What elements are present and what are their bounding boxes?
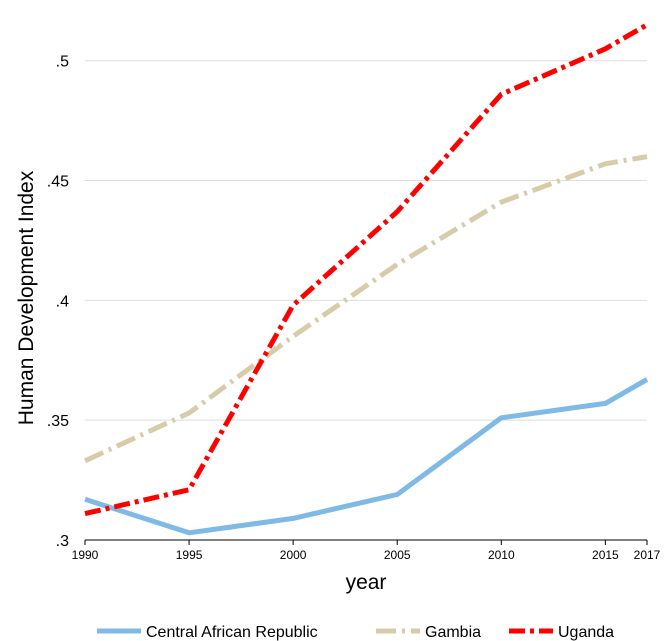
legend-label: Uganda: [558, 624, 614, 641]
legend: Central African Republic Gambia Uganda: [97, 624, 614, 641]
y-tick-label: .5: [56, 54, 69, 71]
x-tick-label: 2017: [634, 548, 661, 562]
x-tick-label: 1990: [72, 548, 99, 562]
x-tick-labels: 1990 1995 2000 2005 2010 2015 2017: [72, 540, 661, 562]
series-lines: [83, 22, 649, 536]
y-tick-label: .3: [56, 533, 69, 550]
x-tick-label: 2010: [488, 548, 515, 562]
y-tick-label: .4: [56, 293, 69, 310]
x-axis-title: year: [346, 571, 387, 594]
y-tick-label: .45: [47, 174, 69, 191]
x-tick-label: 2015: [592, 548, 619, 562]
gridlines: [85, 60, 647, 421]
legend-label: Gambia: [425, 624, 481, 641]
series-line-gambia: [83, 154, 648, 464]
series-line-uganda: [84, 22, 649, 517]
y-tick-labels: .3 .35 .4 .45 .5: [47, 54, 69, 550]
series-line-central-african-republic: [84, 377, 649, 536]
y-tick-label: .35: [47, 413, 69, 430]
x-tick-label: 1995: [176, 548, 203, 562]
legend-label: Central African Republic: [146, 624, 318, 641]
y-axis-title: Human Development Index: [15, 170, 38, 425]
x-tick-label: 2000: [280, 548, 307, 562]
x-tick-label: 2005: [384, 548, 411, 562]
